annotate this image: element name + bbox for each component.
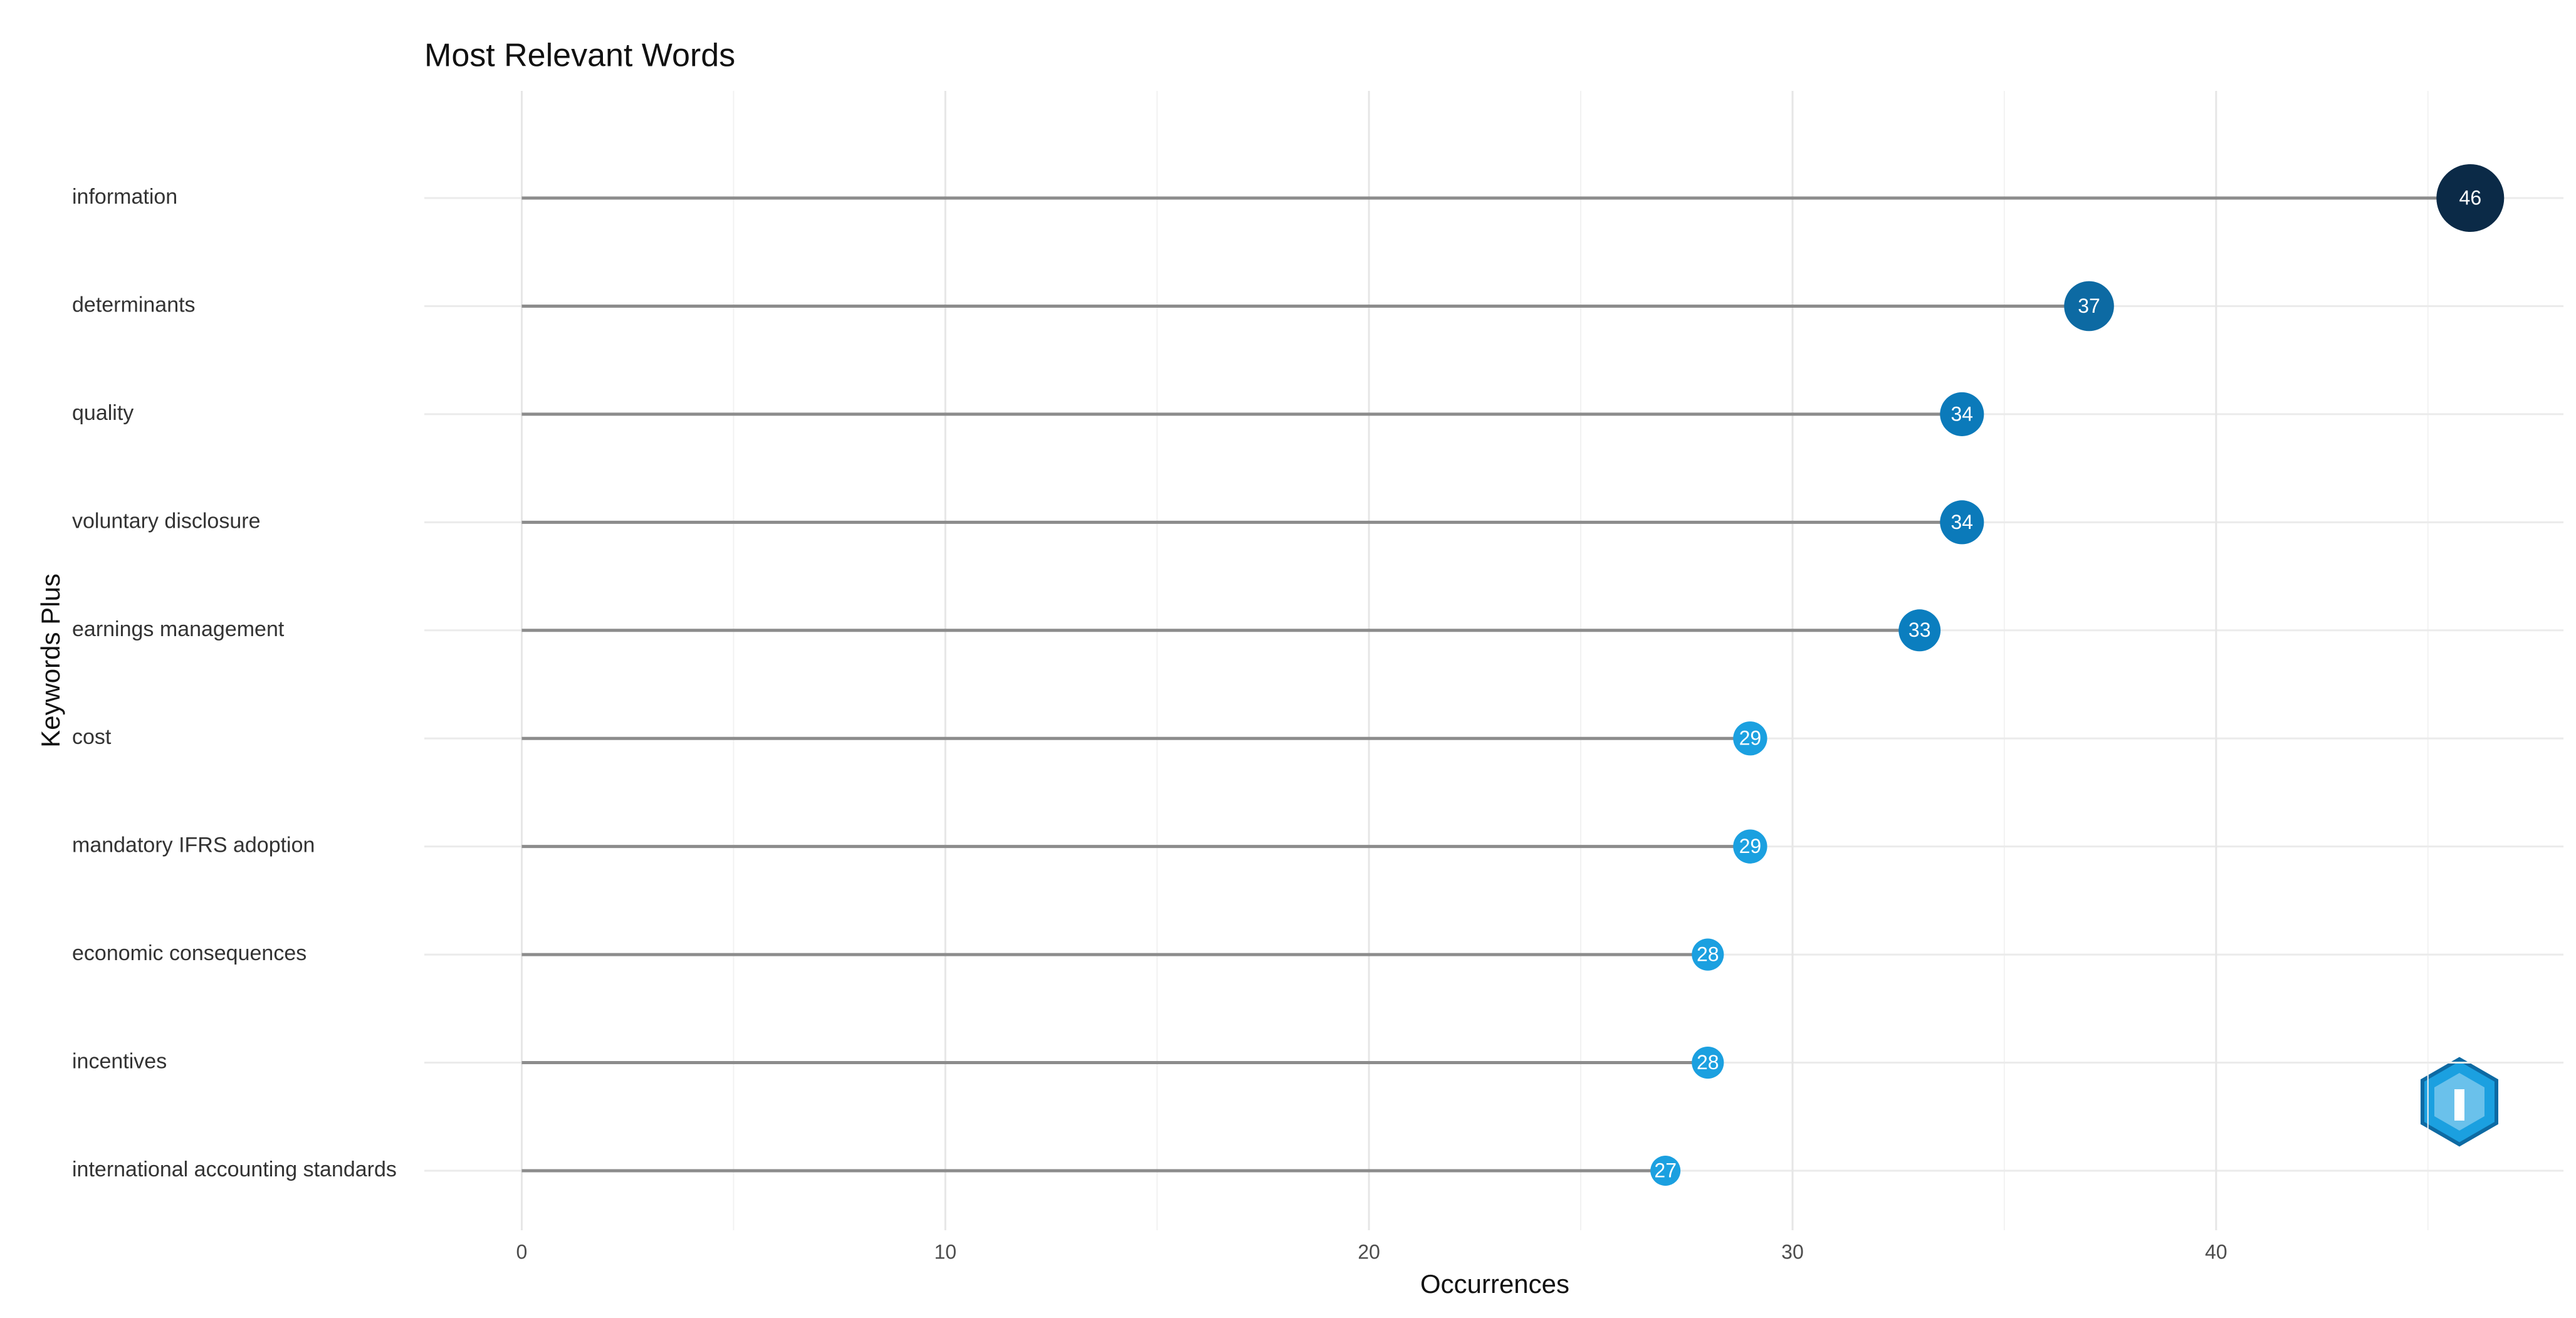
value-label: 34 [1951,402,1974,425]
y-tick-label: mandatory IFRS adoption [72,834,315,857]
dot [1898,609,1941,652]
dot [2436,164,2505,232]
y-tick-label: incentives [72,1050,167,1074]
value-label: 33 [1908,619,1931,641]
value-label: 34 [1951,511,1974,533]
y-tick-label: voluntary disclosure [72,509,260,533]
x-axis-label: Occurrences [1420,1269,1569,1299]
dot [1650,1156,1681,1186]
y-axis-label: Keywords Plus [36,573,65,748]
x-tick-label: 0 [516,1240,528,1263]
y-tick-label: information [72,185,177,209]
dot [1733,721,1767,756]
dot [1940,392,1984,436]
dot [2064,281,2114,332]
value-label: 46 [2459,186,2482,209]
dot [1692,938,1724,971]
y-tick-label: economic consequences [72,941,306,965]
x-tick-label: 30 [1781,1240,1804,1263]
y-tick-label: cost [72,725,112,749]
value-label: 37 [2078,295,2100,317]
value-label: 28 [1697,943,1719,966]
y-tick-label: determinants [72,293,196,316]
dot [1940,500,1984,545]
chart-title: Most Relevant Words [424,38,735,74]
dot [1733,829,1767,864]
logo [2421,1057,2498,1147]
value-label: 29 [1739,835,1762,857]
y-tick-label: earnings management [72,617,285,641]
y-tick-label: international accounting standards [72,1158,397,1181]
value-label: 28 [1697,1051,1719,1074]
x-tick-label: 10 [934,1240,956,1263]
value-label: 27 [1654,1159,1677,1181]
dot [1692,1046,1724,1079]
x-tick-label: 20 [1358,1240,1380,1263]
x-tick-label: 40 [2205,1240,2228,1263]
value-label: 29 [1739,727,1762,750]
y-tick-label: quality [72,401,134,425]
